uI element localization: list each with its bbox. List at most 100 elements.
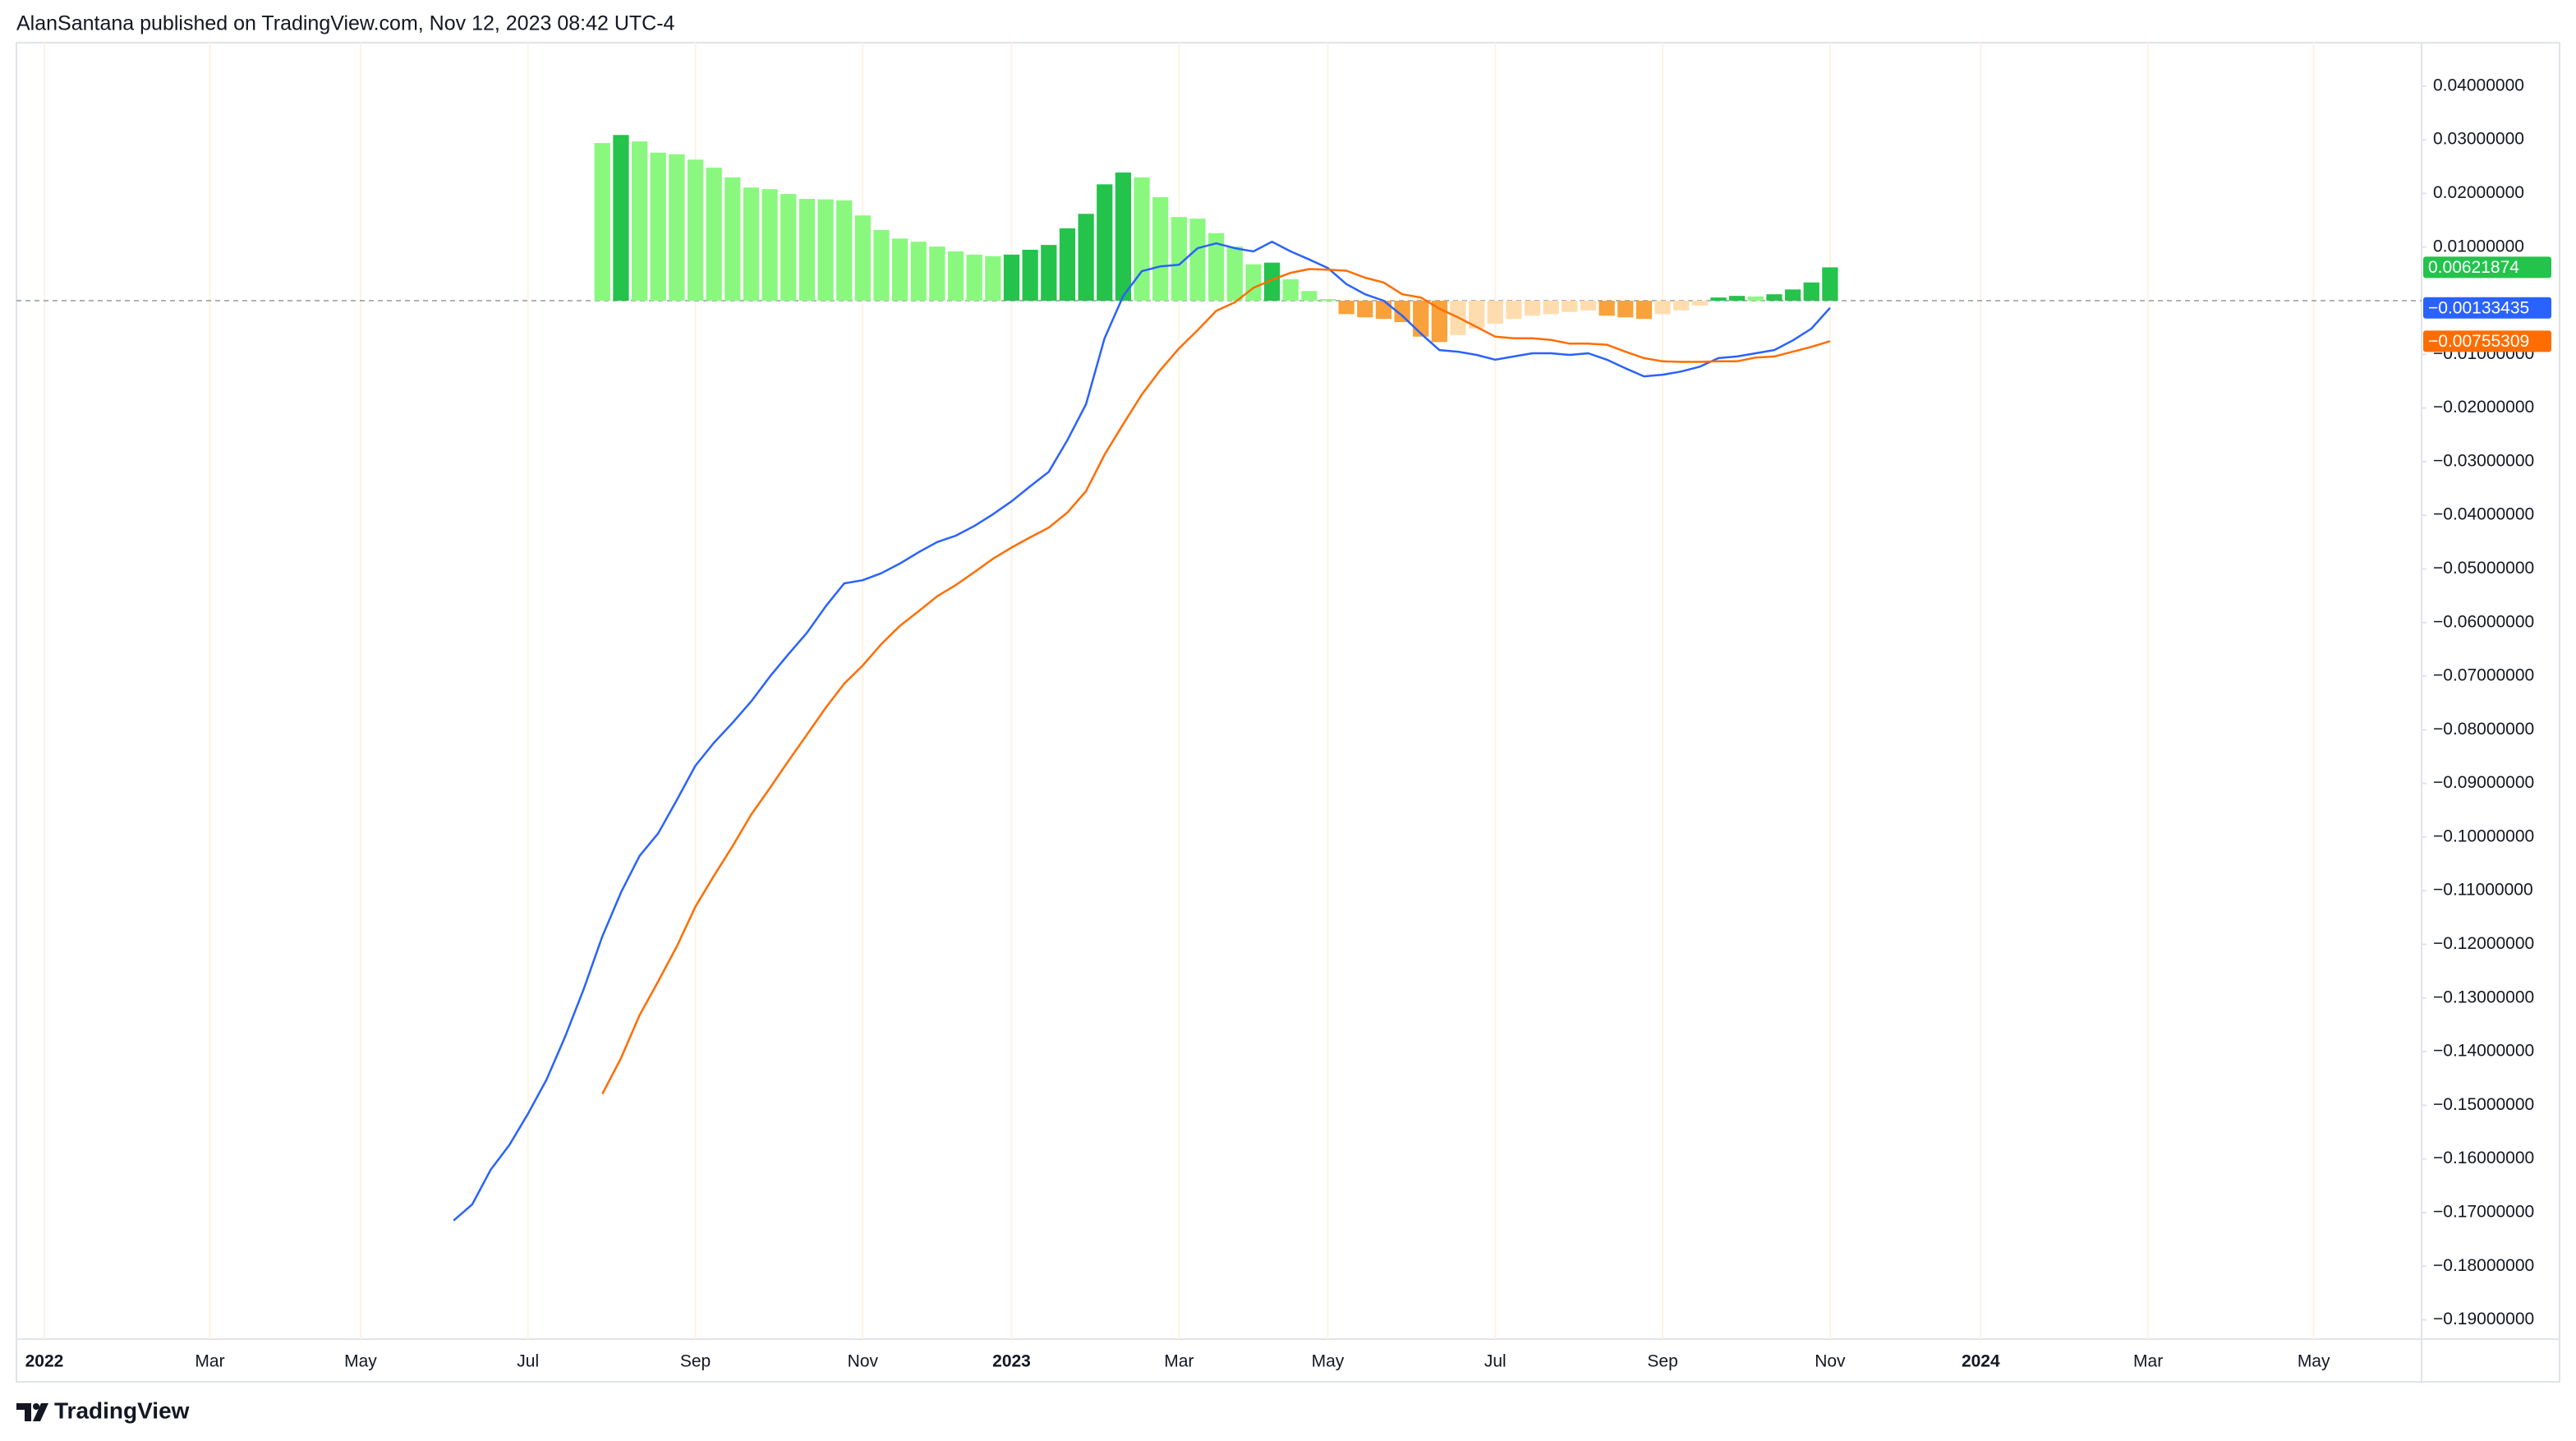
- histogram-bar: [817, 199, 834, 302]
- y-tick-label: −0.10000000: [2433, 826, 2534, 845]
- line-series: [453, 240, 1831, 1222]
- histogram-bar: [1208, 232, 1225, 302]
- histogram-bar: [1543, 301, 1559, 315]
- x-tick-label: 2023: [992, 1352, 1031, 1371]
- y-tick-label: −0.11000000: [2433, 881, 2533, 900]
- histogram-bar: [1413, 301, 1429, 337]
- histogram-bar: [1562, 301, 1578, 312]
- histogram-bar: [1469, 301, 1485, 329]
- histogram-bar: [1171, 217, 1187, 302]
- histogram-bar: [1617, 301, 1634, 318]
- x-tick-label: Nov: [848, 1352, 879, 1371]
- histogram-bar: [1003, 254, 1020, 302]
- histogram-bar: [1263, 262, 1281, 302]
- histogram-bar: [1654, 301, 1671, 315]
- histogram-bar: [1803, 282, 1819, 302]
- header: AlanSantana published on TradingView.com…: [16, 12, 675, 35]
- histogram-bar: [1245, 264, 1262, 302]
- histogram-bar: [1097, 184, 1113, 302]
- price-label: −0.00755309: [2428, 332, 2529, 351]
- y-tick-label: −0.07000000: [2433, 666, 2534, 685]
- x-tick-label: Mar: [1164, 1352, 1194, 1371]
- histogram-bar: [1580, 301, 1597, 311]
- histogram-bar: [631, 141, 648, 302]
- histogram-bar: [1301, 291, 1318, 302]
- x-tick-label: May: [2298, 1352, 2330, 1371]
- histogram-bar: [1784, 289, 1801, 302]
- histogram-bar: [1691, 301, 1708, 306]
- brand: TradingView: [54, 1397, 190, 1423]
- histogram-bar: [1729, 296, 1746, 302]
- histogram-bar: [966, 254, 982, 302]
- histogram-bar: [1431, 301, 1447, 343]
- histogram-bar: [650, 152, 666, 302]
- histogram-bar: [1078, 214, 1094, 302]
- histogram-bar: [798, 198, 816, 302]
- histogram-bar: [892, 238, 908, 302]
- x-tick-label: Nov: [1815, 1352, 1846, 1371]
- histogram-bar: [1059, 228, 1076, 302]
- histogram-bar: [724, 177, 741, 302]
- y-tick-label: 0.01000000: [2433, 237, 2524, 256]
- y-tick-label: −0.12000000: [2433, 934, 2534, 953]
- histogram-bar: [1710, 297, 1727, 302]
- x-tick-label: Jul: [1484, 1352, 1506, 1371]
- histogram-bar: [1022, 250, 1038, 302]
- x-tick-label: May: [1312, 1352, 1345, 1371]
- y-tick-label: −0.03000000: [2433, 451, 2534, 470]
- y-tick-label: −0.17000000: [2433, 1202, 2534, 1221]
- histogram-bar: [1524, 301, 1541, 316]
- histogram-bar: [1226, 246, 1243, 302]
- y-tick-label: −0.19000000: [2433, 1310, 2534, 1328]
- histogram-bar: [1282, 279, 1299, 302]
- histogram-bar: [1319, 299, 1336, 302]
- y-tick-label: 0.04000000: [2433, 76, 2524, 94]
- price-label: −0.00133435: [2428, 298, 2529, 317]
- histogram-bar: [1766, 294, 1782, 302]
- x-tick-label: 2022: [25, 1352, 64, 1371]
- histogram-bar: [706, 168, 722, 302]
- histogram-bar: [1338, 301, 1355, 315]
- histogram-bar: [687, 159, 704, 302]
- histogram-bar: [854, 215, 871, 302]
- histogram-bar: [1747, 296, 1764, 302]
- histogram-bar: [1394, 301, 1410, 323]
- histogram-bar: [780, 194, 797, 302]
- y-tick-label: −0.09000000: [2433, 773, 2534, 792]
- y-tick-label: −0.15000000: [2433, 1095, 2534, 1114]
- y-tick-label: 0.03000000: [2433, 130, 2524, 149]
- y-tick-label: −0.02000000: [2433, 398, 2534, 417]
- histogram-bar: [836, 200, 853, 302]
- histogram-bar: [985, 256, 1001, 302]
- y-tick-label: −0.16000000: [2433, 1149, 2534, 1167]
- histogram-bar: [669, 154, 685, 302]
- histogram-bar: [1635, 301, 1653, 320]
- brand-logo: [16, 1403, 48, 1421]
- histogram-bar: [947, 251, 964, 302]
- x-tick-label: Mar: [2133, 1352, 2163, 1371]
- histogram-bar: [1822, 267, 1838, 302]
- x-tick-label: Mar: [195, 1352, 224, 1371]
- histogram-bar: [1506, 301, 1522, 320]
- histogram-bar: [1134, 177, 1150, 302]
- histogram-bar: [1152, 197, 1169, 302]
- x-tick-label: Jul: [517, 1352, 539, 1371]
- y-tick-label: −0.18000000: [2433, 1256, 2534, 1275]
- y-tick-label: −0.04000000: [2433, 505, 2534, 524]
- frame: [16, 42, 2560, 1383]
- histogram-bar: [929, 246, 945, 302]
- price-label: 0.00621874: [2428, 258, 2519, 277]
- histogram-bar: [910, 242, 927, 302]
- histogram-bar: [1041, 245, 1057, 302]
- histogram-bar: [1673, 301, 1690, 311]
- price-label-box: [2423, 330, 2551, 352]
- histogram-bar: [743, 187, 760, 302]
- x-tick-label: Sep: [680, 1352, 711, 1371]
- histogram-bar: [1189, 219, 1206, 302]
- x-tick-label: May: [344, 1352, 377, 1371]
- y-tick-label: −0.13000000: [2433, 988, 2534, 1006]
- line-series: [601, 268, 1831, 1095]
- y-tick-label: −0.08000000: [2433, 720, 2534, 739]
- histogram-bar: [1357, 301, 1373, 318]
